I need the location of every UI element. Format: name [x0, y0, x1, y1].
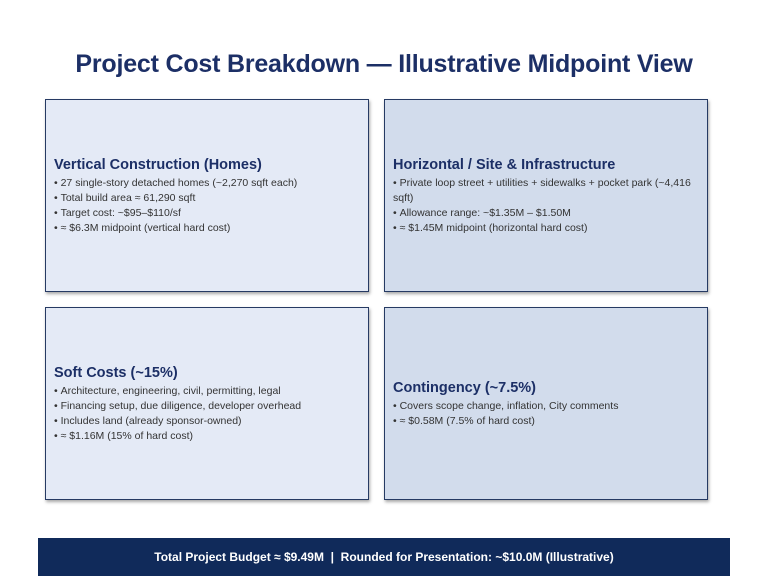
- card-horizontal-site: Horizontal / Site & Infrastructure Priva…: [384, 99, 708, 292]
- bullet-list: Private loop street + utilities + sidewa…: [393, 176, 699, 236]
- bullet-item: Total build area ≈ 61,290 sqft: [54, 191, 360, 206]
- bullet-item: 27 single-story detached homes (~2,270 s…: [54, 176, 360, 191]
- card-contingency: Contingency (~7.5%) Covers scope change,…: [384, 307, 708, 500]
- bullet-item: Target cost: ~$95–$110/sf: [54, 206, 360, 221]
- bullet-list: Architecture, engineering, civil, permit…: [54, 384, 360, 444]
- bullet-item: Includes land (already sponsor-owned): [54, 414, 360, 429]
- bullet-item: ≈ $0.58M (7.5% of hard cost): [393, 414, 699, 429]
- bullet-item: ≈ $6.3M midpoint (vertical hard cost): [54, 221, 360, 236]
- bullet-item: Architecture, engineering, civil, permit…: [54, 384, 360, 399]
- bullet-item: Private loop street + utilities + sidewa…: [393, 176, 699, 206]
- bullet-item: Covers scope change, inflation, City com…: [393, 399, 699, 414]
- card-vertical-construction: Vertical Construction (Homes) 27 single-…: [45, 99, 369, 292]
- total-budget-banner: Total Project Budget ≈ $9.49M | Rounded …: [38, 538, 730, 576]
- bullet-item: Financing setup, due diligence, develope…: [54, 399, 360, 414]
- card-title: Soft Costs (~15%): [54, 364, 178, 381]
- bullet-list: 27 single-story detached homes (~2,270 s…: [54, 176, 360, 236]
- page-title: Project Cost Breakdown — Illustrative Mi…: [75, 50, 693, 78]
- bullet-item: ≈ $1.45M midpoint (horizontal hard cost): [393, 221, 699, 236]
- card-title: Horizontal / Site & Infrastructure: [393, 156, 616, 173]
- card-title: Vertical Construction (Homes): [54, 156, 262, 173]
- card-title: Contingency (~7.5%): [393, 379, 537, 396]
- card-soft-costs: Soft Costs (~15%) Architecture, engineer…: [45, 307, 369, 500]
- bullet-item: ≈ $1.16M (15% of hard cost): [54, 429, 360, 444]
- total-budget-text: Total Project Budget ≈ $9.49M | Rounded …: [154, 550, 614, 564]
- bullet-item: Allowance range: ~$1.35M – $1.50M: [393, 206, 699, 221]
- bullet-list: Covers scope change, inflation, City com…: [393, 399, 699, 429]
